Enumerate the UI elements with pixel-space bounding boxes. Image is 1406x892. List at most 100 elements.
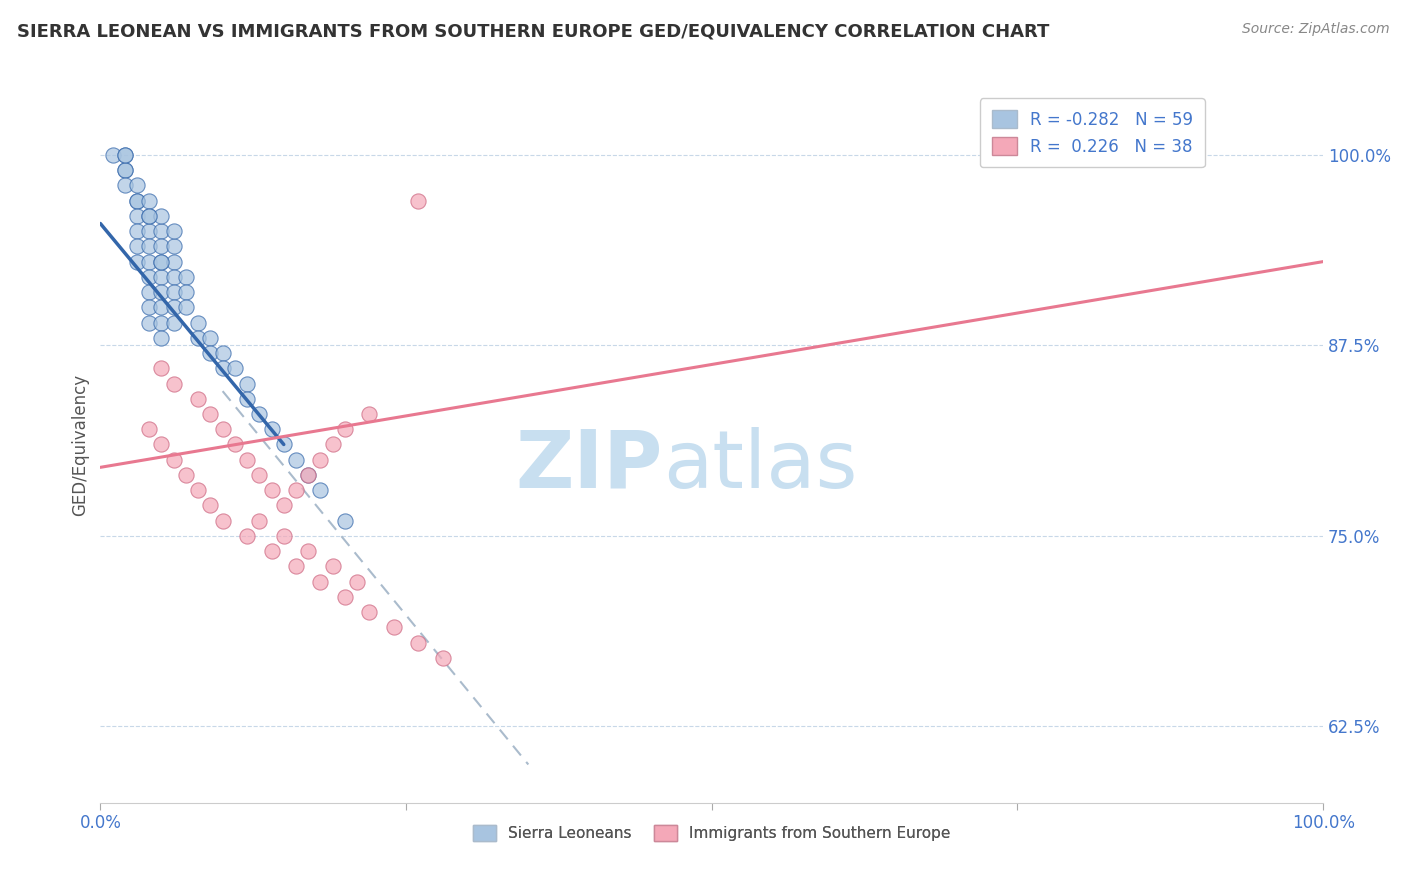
Point [163, 239, 186, 253]
Point [114, 148, 136, 162]
Point [125, 254, 148, 268]
Text: atlas: atlas [662, 427, 858, 505]
Point [125, 224, 148, 238]
Point [150, 224, 173, 238]
Point [150, 331, 173, 345]
Point [297, 467, 319, 482]
Point [224, 437, 246, 451]
Point [150, 254, 173, 268]
Point [273, 499, 295, 513]
Point [163, 269, 186, 284]
Point [150, 361, 173, 376]
Point [163, 224, 186, 238]
Point [150, 301, 173, 315]
Point [150, 239, 173, 253]
Point [138, 422, 160, 436]
Point [138, 316, 160, 330]
Point [247, 407, 270, 421]
Point [236, 392, 259, 406]
Point [333, 422, 356, 436]
Point [101, 148, 124, 162]
Point [260, 422, 283, 436]
Point [187, 331, 209, 345]
Point [432, 650, 454, 665]
Point [150, 209, 173, 223]
Point [297, 467, 319, 482]
Point [138, 285, 160, 299]
Point [114, 163, 136, 178]
Point [125, 178, 148, 193]
Point [150, 285, 173, 299]
Point [187, 392, 209, 406]
Point [236, 452, 259, 467]
Point [150, 269, 173, 284]
Point [309, 483, 332, 498]
Point [236, 376, 259, 391]
Point [138, 269, 160, 284]
Point [211, 514, 233, 528]
Point [297, 544, 319, 558]
Point [114, 148, 136, 162]
Text: SIERRA LEONEAN VS IMMIGRANTS FROM SOUTHERN EUROPE GED/EQUIVALENCY CORRELATION CH: SIERRA LEONEAN VS IMMIGRANTS FROM SOUTHE… [17, 22, 1049, 40]
Point [236, 529, 259, 543]
Point [163, 285, 186, 299]
Point [138, 254, 160, 268]
Point [406, 635, 429, 649]
Point [163, 452, 186, 467]
Point [163, 316, 186, 330]
Point [174, 301, 197, 315]
Point [138, 239, 160, 253]
Point [114, 178, 136, 193]
Point [285, 483, 308, 498]
Point [247, 514, 270, 528]
Point [247, 467, 270, 482]
Point [322, 437, 344, 451]
Point [174, 467, 197, 482]
Y-axis label: GED/Equivalency: GED/Equivalency [72, 374, 89, 516]
Point [138, 209, 160, 223]
Point [285, 559, 308, 574]
Point [125, 194, 148, 208]
Point [150, 437, 173, 451]
Point [200, 499, 222, 513]
Point [211, 346, 233, 360]
Point [322, 559, 344, 574]
Point [138, 224, 160, 238]
Point [273, 529, 295, 543]
Point [333, 514, 356, 528]
Point [125, 209, 148, 223]
Point [174, 285, 197, 299]
Point [309, 574, 332, 589]
Point [406, 194, 429, 208]
Legend: Sierra Leoneans, Immigrants from Southern Europe: Sierra Leoneans, Immigrants from Souther… [465, 817, 959, 848]
Point [187, 483, 209, 498]
Point [138, 301, 160, 315]
Point [211, 361, 233, 376]
Point [200, 346, 222, 360]
Point [125, 194, 148, 208]
Point [333, 590, 356, 604]
Point [211, 422, 233, 436]
Point [200, 331, 222, 345]
Point [260, 483, 283, 498]
Point [224, 361, 246, 376]
Point [346, 574, 368, 589]
Point [138, 209, 160, 223]
Point [150, 316, 173, 330]
Point [359, 407, 381, 421]
Point [260, 544, 283, 558]
Point [285, 452, 308, 467]
Point [125, 239, 148, 253]
Point [309, 452, 332, 467]
Point [273, 437, 295, 451]
Text: ZIP: ZIP [516, 427, 662, 505]
Text: Source: ZipAtlas.com: Source: ZipAtlas.com [1241, 22, 1389, 37]
Point [138, 194, 160, 208]
Point [359, 605, 381, 619]
Point [187, 316, 209, 330]
Point [114, 163, 136, 178]
Point [150, 254, 173, 268]
Point [163, 254, 186, 268]
Point [200, 407, 222, 421]
Point [163, 301, 186, 315]
